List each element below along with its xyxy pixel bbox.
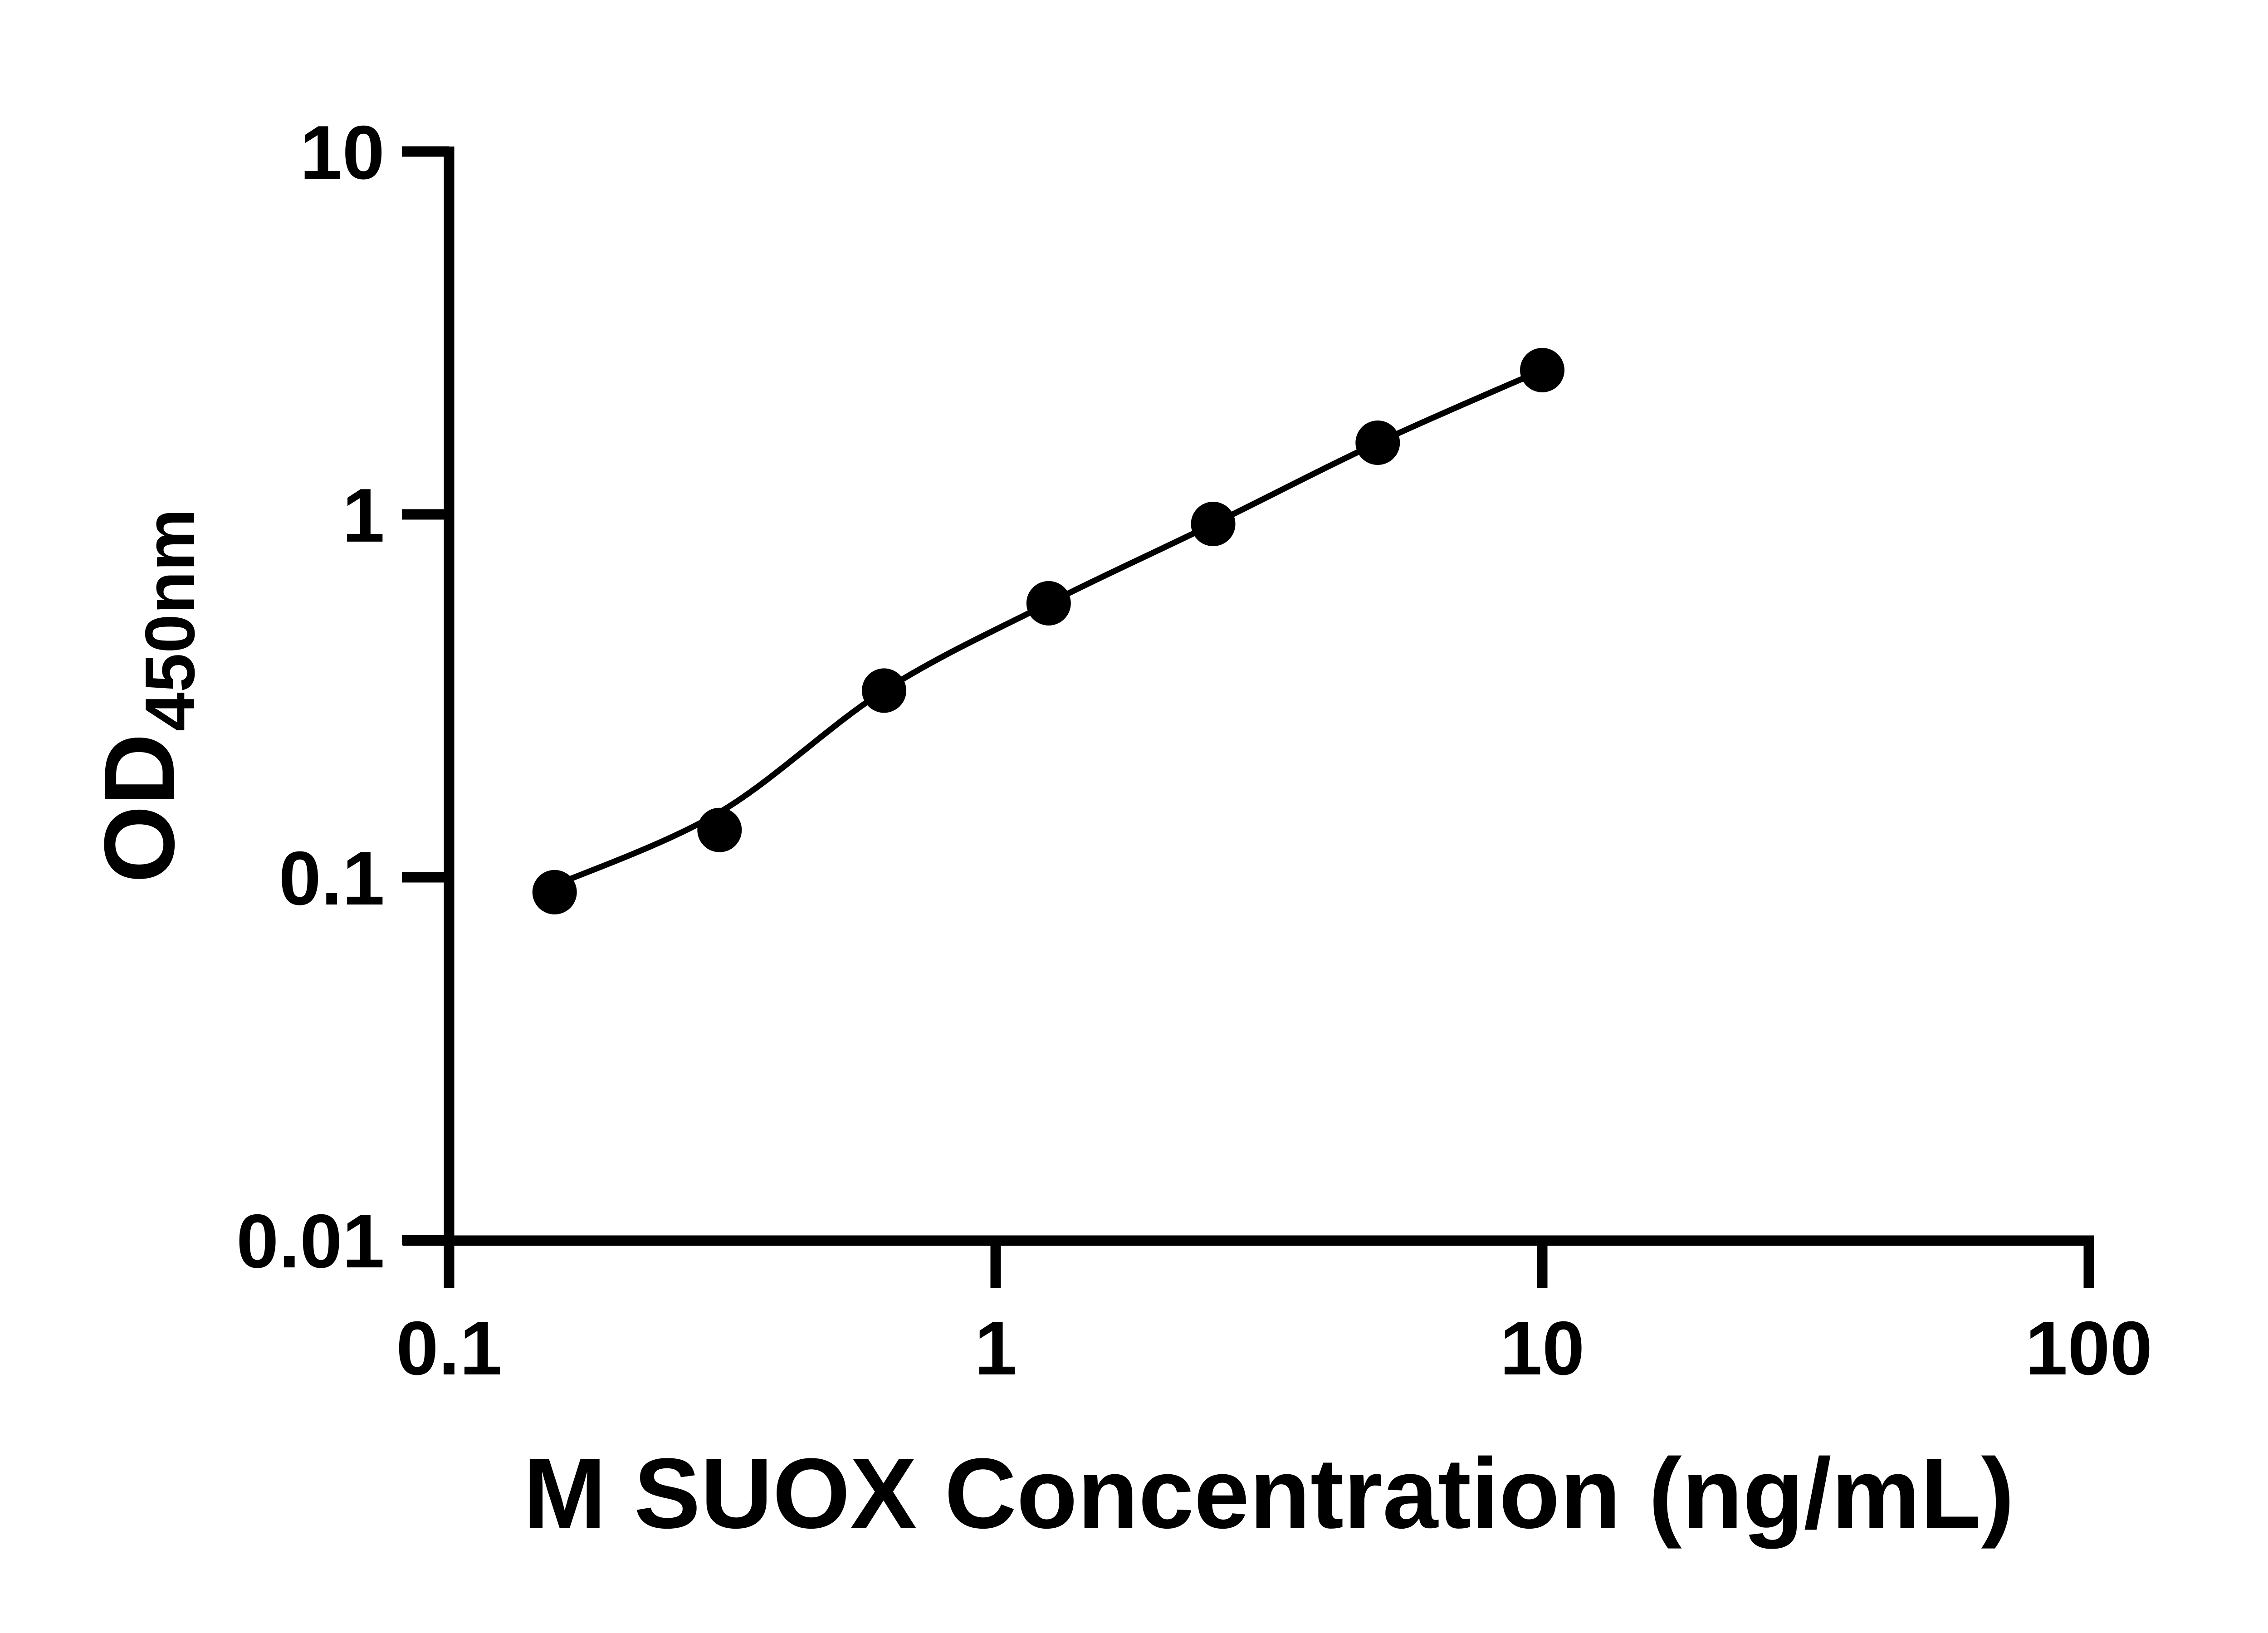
data-point-x0.156 [532, 870, 577, 914]
y-tick-label-0.1: 0.1 [279, 836, 385, 921]
x-tick-label-100: 100 [2025, 1305, 2152, 1391]
data-point-x2.5 [1191, 502, 1236, 547]
y-axis-title: OD 450nm [83, 508, 209, 883]
y-tick-label-1: 1 [342, 473, 385, 558]
data-point-x5 [1355, 420, 1400, 465]
x-tick-label-10: 10 [1500, 1305, 1585, 1391]
x-tick-label-0.1: 0.1 [396, 1305, 502, 1391]
data-point-x1.25 [1026, 581, 1071, 626]
data-point-x0.625 [862, 668, 906, 713]
y-axis-title-subscript: 450nm [131, 508, 209, 731]
plot-layer [532, 347, 1564, 914]
x-tick-label-1: 1 [974, 1305, 1017, 1391]
data-point-x10 [1520, 347, 1564, 392]
axes-layer [402, 146, 2094, 1288]
y-axis-title-main: OD [83, 733, 195, 883]
y-tick-label-10: 10 [300, 110, 385, 195]
data-point-x0.3125 [697, 807, 742, 852]
x-axis-title: M SUOX Concentration (ng/mL) [523, 1437, 2014, 1549]
y-tick-label-0.01: 0.01 [236, 1198, 385, 1284]
